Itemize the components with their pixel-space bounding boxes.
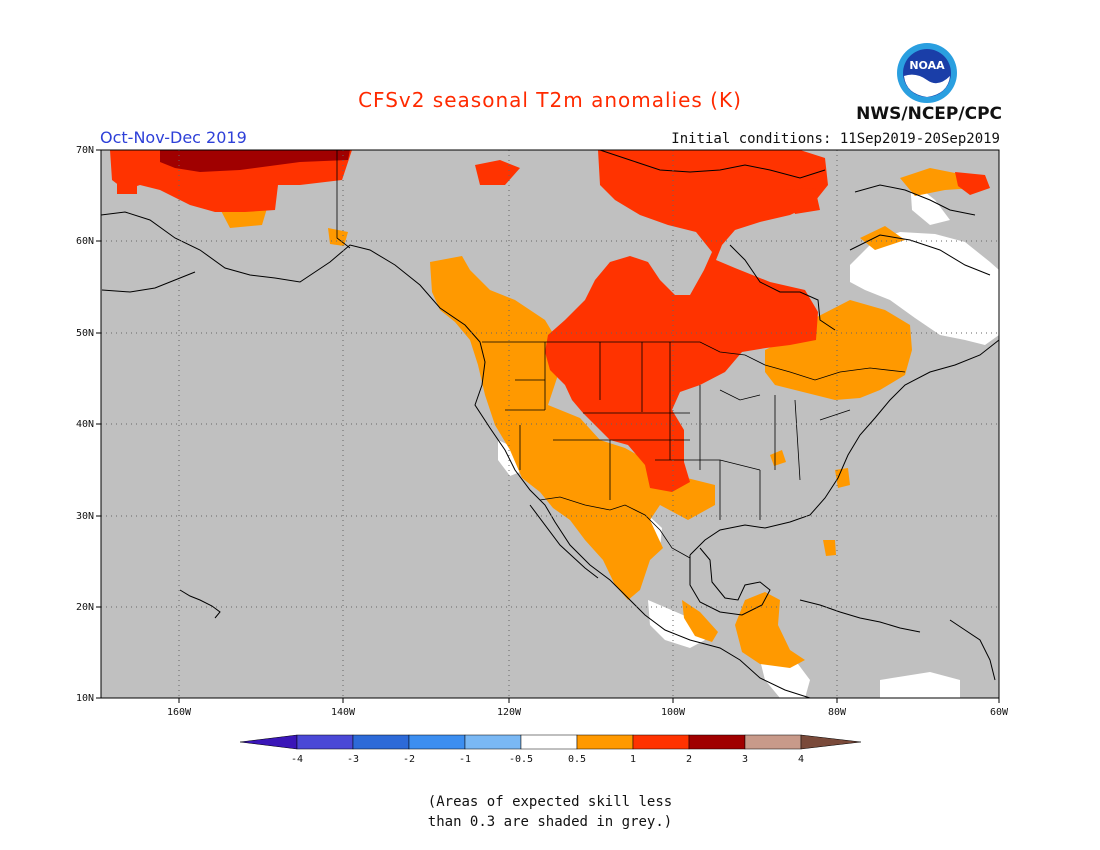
legend-tick-label: 0.5 (568, 754, 586, 765)
legend-swatch (520, 734, 578, 750)
legend-swatch (632, 734, 690, 750)
political-borders (336, 150, 906, 559)
forecast-period: Oct-Nov-Dec 2019 (100, 128, 247, 147)
map-area (101, 150, 999, 698)
legend-tick-label: -3 (347, 754, 359, 765)
legend-swatch (352, 734, 410, 750)
legend-tick-label: 4 (798, 754, 804, 765)
legend-swatch (464, 734, 522, 750)
longitude-labels: 160W 140W 120W 100W 80W 60W (167, 707, 1009, 718)
lat-label: 40N (76, 419, 94, 430)
legend-tick-label: -1 (459, 754, 471, 765)
footnote: (Areas of expected skill less than 0.3 a… (0, 792, 1100, 832)
lon-label: 160W (167, 707, 192, 718)
lat-label: 20N (76, 602, 94, 613)
lat-label: 30N (76, 511, 94, 522)
lat-label: 10N (76, 693, 94, 704)
lat-label: 60N (76, 236, 94, 247)
axis-ticks (96, 149, 1000, 703)
logo-text: NOAA (909, 59, 945, 72)
map-title: CFSv2 seasonal T2m anomalies (K) (358, 88, 742, 112)
lon-label: 140W (331, 707, 356, 718)
footnote-line: (Areas of expected skill less (427, 794, 673, 810)
legend-tick-label: 3 (742, 754, 748, 765)
legend-tick-label: -0.5 (509, 754, 533, 765)
agency-label: NWS/NCEP/CPC (856, 104, 1002, 124)
initial-conditions: Initial conditions: 11Sep2019-20Sep2019 (671, 131, 1000, 147)
lon-label: 80W (828, 707, 847, 718)
lon-label: 120W (497, 707, 522, 718)
legend-swatch (296, 734, 354, 750)
lon-label: 100W (661, 707, 686, 718)
legend-tick-label: 2 (686, 754, 692, 765)
legend-arrow-low (239, 734, 298, 750)
legend-tick-label: -2 (403, 754, 415, 765)
color-legend: -4 -3 -2 -1 -0.5 0.5 1 2 3 4 (239, 734, 862, 765)
legend-tick-label: 1 (630, 754, 636, 765)
legend-swatch (576, 734, 634, 750)
noaa-logo: NOAA (897, 43, 957, 103)
latitude-labels: 70N 60N 50N 40N 30N 20N 10N (76, 145, 94, 704)
footnote-line: than 0.3 are shaded in grey.) (427, 814, 673, 830)
legend-swatch (688, 734, 746, 750)
coastlines (101, 150, 999, 698)
lon-label: 60W (990, 707, 1009, 718)
legend-swatch (408, 734, 466, 750)
extreme-warm-region (160, 150, 350, 172)
legend-arrow-high (800, 734, 862, 750)
near-normal-regions (498, 180, 999, 698)
legend-swatch (744, 734, 802, 750)
legend-tick-label: -4 (291, 754, 303, 765)
lat-label: 50N (76, 328, 94, 339)
lat-label: 70N (76, 145, 94, 156)
